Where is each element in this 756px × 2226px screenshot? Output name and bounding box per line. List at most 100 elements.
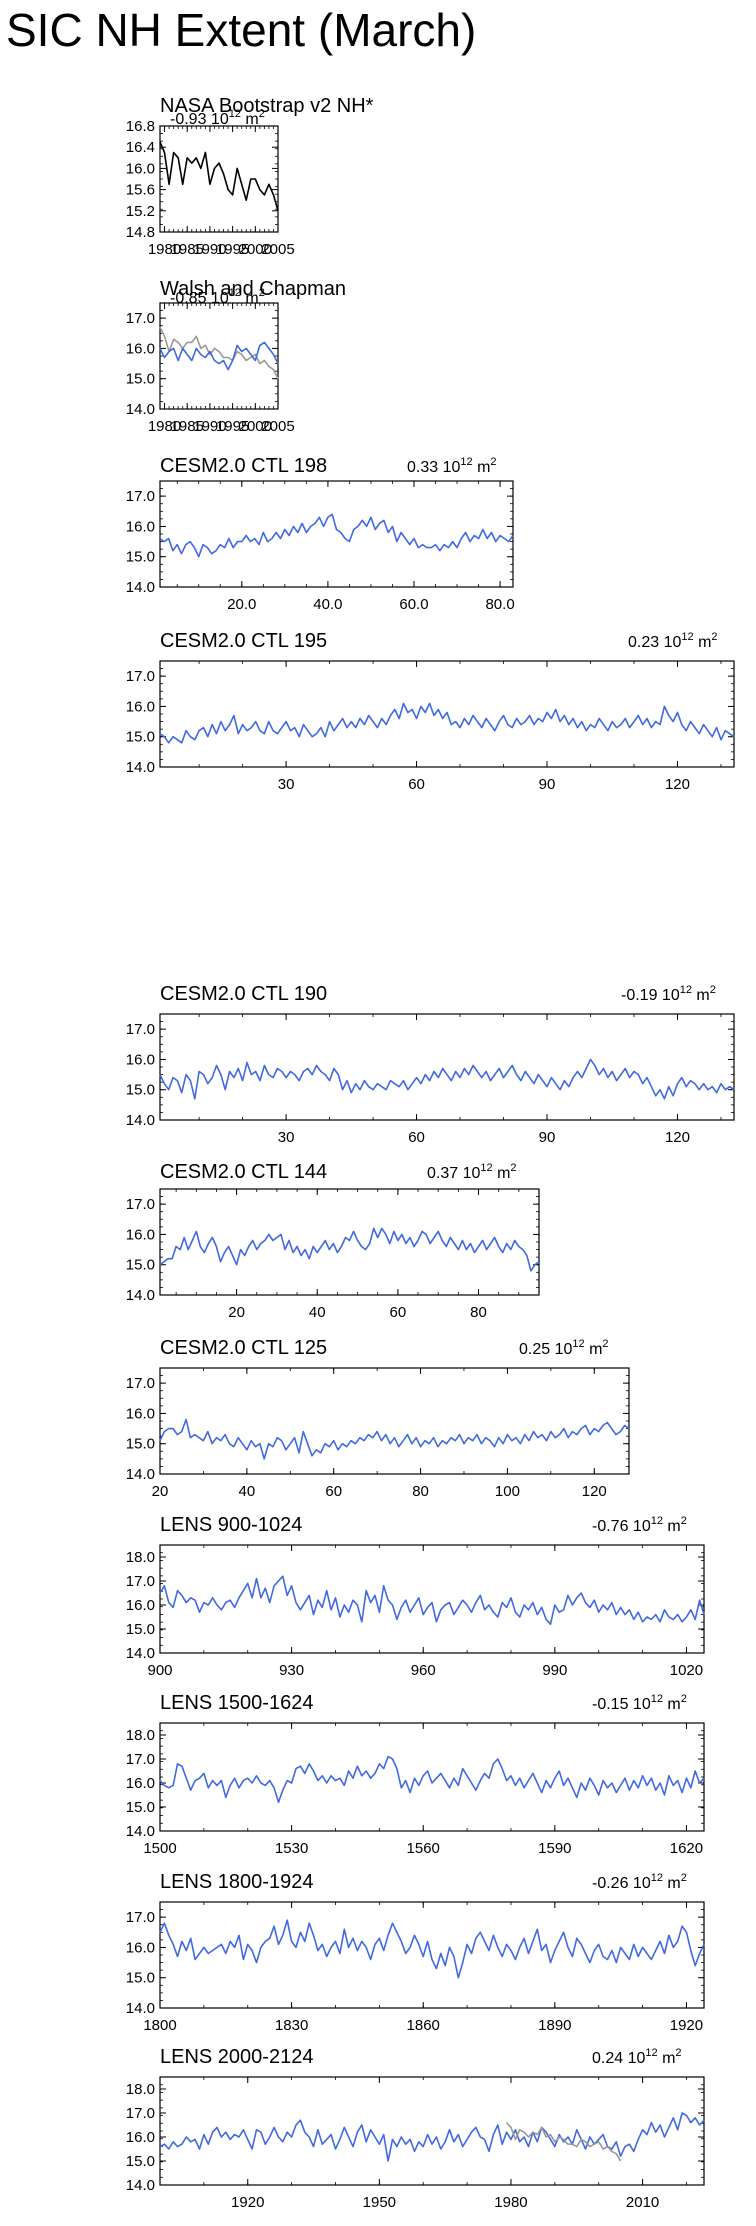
y-tick-label: 16.0: [126, 1597, 155, 1614]
series-line-1: [159, 1227, 540, 1272]
x-tick-label: 120: [665, 1129, 690, 1146]
series-line-1: [159, 1418, 630, 1460]
x-tick-label: 1985: [171, 241, 204, 258]
y-tick-label: 16.4: [126, 139, 155, 156]
y-tick-label: 14.0: [126, 1287, 155, 1304]
x-tick-label: 1890: [538, 2017, 571, 2034]
chart-title: CESM2.0 CTL 198: [160, 455, 327, 477]
x-tick-label: 1980: [148, 241, 181, 258]
y-tick-label: 16.0: [126, 1775, 155, 1792]
chart-panel-2: Walsh and Chapman-0.85 1012 m2 17.0 16.0 15…: [126, 278, 346, 435]
y-tick-label: 15.6: [126, 182, 155, 199]
y-tick-label: 14.0: [126, 2000, 155, 2017]
chart-title: LENS 2000-2124: [160, 2046, 313, 2068]
y-tick-label: 16.0: [126, 518, 155, 535]
chart-panel-10: LENS 1800-1924 -0.26 1012 m2 17.0 16.0 15.0 1…: [126, 1871, 705, 2034]
page-title: SIC NH Extent (March): [6, 4, 477, 56]
y-tick-label: 17.0: [126, 488, 155, 505]
y-tick-label: 16.0: [126, 1051, 155, 1068]
y-tick-label: 16.0: [126, 1226, 155, 1243]
x-tick-label: 90: [539, 1129, 556, 1146]
y-tick-label: 17.0: [126, 1573, 155, 1590]
x-tick-label: 1530: [275, 1840, 308, 1857]
y-tick-label: 17.0: [126, 1751, 155, 1768]
series-line-2: [159, 341, 279, 371]
chart-panel-1: NASA Bootstrap v2 NH*-0.93 1012 m2 16.8 16…: [126, 95, 374, 258]
y-tick-label: 14.0: [126, 1112, 155, 1129]
y-tick-label: 17.0: [126, 2105, 155, 2122]
y-tick-label: 17.0: [126, 1909, 155, 1926]
chart-title: CESM2.0 CTL 195: [160, 630, 327, 652]
y-tick-label: 17.0: [126, 1021, 155, 1038]
chart-title: Walsh and Chapman: [160, 278, 346, 300]
y-tick-label: 14.8: [126, 224, 155, 241]
y-tick-label: 15.0: [126, 371, 155, 388]
trend-label: 0.25 1012 m2: [519, 1338, 609, 1358]
plot-frame: [159, 1544, 705, 1654]
trend-label: 0.23 1012 m2: [628, 631, 718, 651]
series-line-1: [159, 2112, 705, 2162]
x-tick-label: 30: [278, 776, 295, 793]
x-tick-label: 1920: [670, 2017, 703, 2034]
x-tick-label: 80: [470, 1304, 487, 1321]
chart-title: CESM2.0 CTL 144: [160, 1161, 327, 1183]
chart-title: LENS 900-1024: [160, 1514, 302, 1536]
y-tick-label: 18.0: [126, 1549, 155, 1566]
x-tick-label: 1990: [193, 418, 226, 435]
x-tick-label: 1020: [670, 1662, 703, 1679]
y-tick-label: 15.2: [126, 203, 155, 220]
trend-label: -0.93 1012 m2: [170, 108, 265, 128]
series-line-1: [159, 1058, 735, 1100]
y-tick-label: 16.8: [126, 118, 155, 135]
x-tick-label: 20: [152, 1483, 169, 1500]
y-tick-label: 15.0: [126, 1621, 155, 1638]
x-tick-label: 60: [325, 1483, 342, 1500]
chart-panel-4: CESM2.0 CTL 195 0.23 1012 m2 17.0 16.0 15.0 1…: [126, 630, 735, 793]
x-tick-label: 960: [411, 1662, 436, 1679]
y-tick-label: 16.0: [126, 1939, 155, 1956]
chart-title: NASA Bootstrap v2 NH*: [160, 95, 374, 117]
y-tick-label: 15.0: [126, 549, 155, 566]
y-tick-label: 18.0: [126, 1727, 155, 1744]
chart-title: CESM2.0 CTL 125: [160, 1337, 327, 1359]
y-tick-label: 16.0: [126, 698, 155, 715]
trend-label: -0.19 1012 m2: [621, 984, 716, 1004]
y-tick-label: 18.0: [126, 2081, 155, 2098]
x-tick-label: 120: [582, 1483, 607, 1500]
chart-panel-6: CESM2.0 CTL 144 0.37 1012 m2 17.0 16.0 15.0 1…: [126, 1161, 540, 1321]
series-line-1: [159, 513, 514, 558]
chart-title: LENS 1500-1624: [160, 1692, 313, 1714]
chart-panel-9: LENS 1500-1624 -0.15 1012 m2 18.0 17.0 16.0 1…: [126, 1692, 705, 1857]
plot-frame: [159, 2076, 705, 2186]
x-tick-label: 1560: [407, 1840, 440, 1857]
series-line-1: [159, 1755, 705, 1803]
chart-panel-5: CESM2.0 CTL 190 -0.19 1012 m2 17.0 16.0 15.0…: [126, 983, 735, 1146]
y-tick-label: 17.0: [126, 310, 155, 327]
x-tick-label: 930: [279, 1662, 304, 1679]
x-tick-label: 1995: [216, 418, 249, 435]
chart-panel-3: CESM2.0 CTL 198 0.33 1012 m2 17.0 16.0 15.0 1…: [126, 455, 515, 613]
y-tick-label: 14.0: [126, 1823, 155, 1840]
x-tick-label: 80.0: [485, 596, 514, 613]
x-tick-label: 100: [495, 1483, 520, 1500]
y-tick-label: 14.0: [126, 579, 155, 596]
x-tick-label: 40: [239, 1483, 256, 1500]
trend-label: 0.24 1012 m2: [592, 2047, 682, 2067]
plot-frame: [159, 125, 279, 233]
x-tick-label: 1995: [216, 241, 249, 258]
y-tick-label: 15.0: [126, 1257, 155, 1274]
y-tick-label: 15.0: [126, 729, 155, 746]
chart-panel-11: LENS 2000-2124 0.24 1012 m2 18.0 17.0 16.0 15…: [126, 2046, 705, 2211]
x-tick-label: 120: [665, 776, 690, 793]
x-tick-label: 990: [542, 1662, 567, 1679]
x-tick-label: 2000: [239, 418, 272, 435]
x-tick-label: 60: [408, 776, 425, 793]
x-tick-label: 20: [228, 1304, 245, 1321]
y-tick-label: 16.0: [126, 340, 155, 357]
x-tick-label: 30: [278, 1129, 295, 1146]
y-tick-label: 16.0: [126, 160, 155, 177]
plot-frame: [159, 1901, 705, 2009]
x-tick-label: 60: [408, 1129, 425, 1146]
chart-panel-8: LENS 900-1024 -0.76 1012 m2 18.0 17.0 16.0 15…: [126, 1514, 705, 1679]
